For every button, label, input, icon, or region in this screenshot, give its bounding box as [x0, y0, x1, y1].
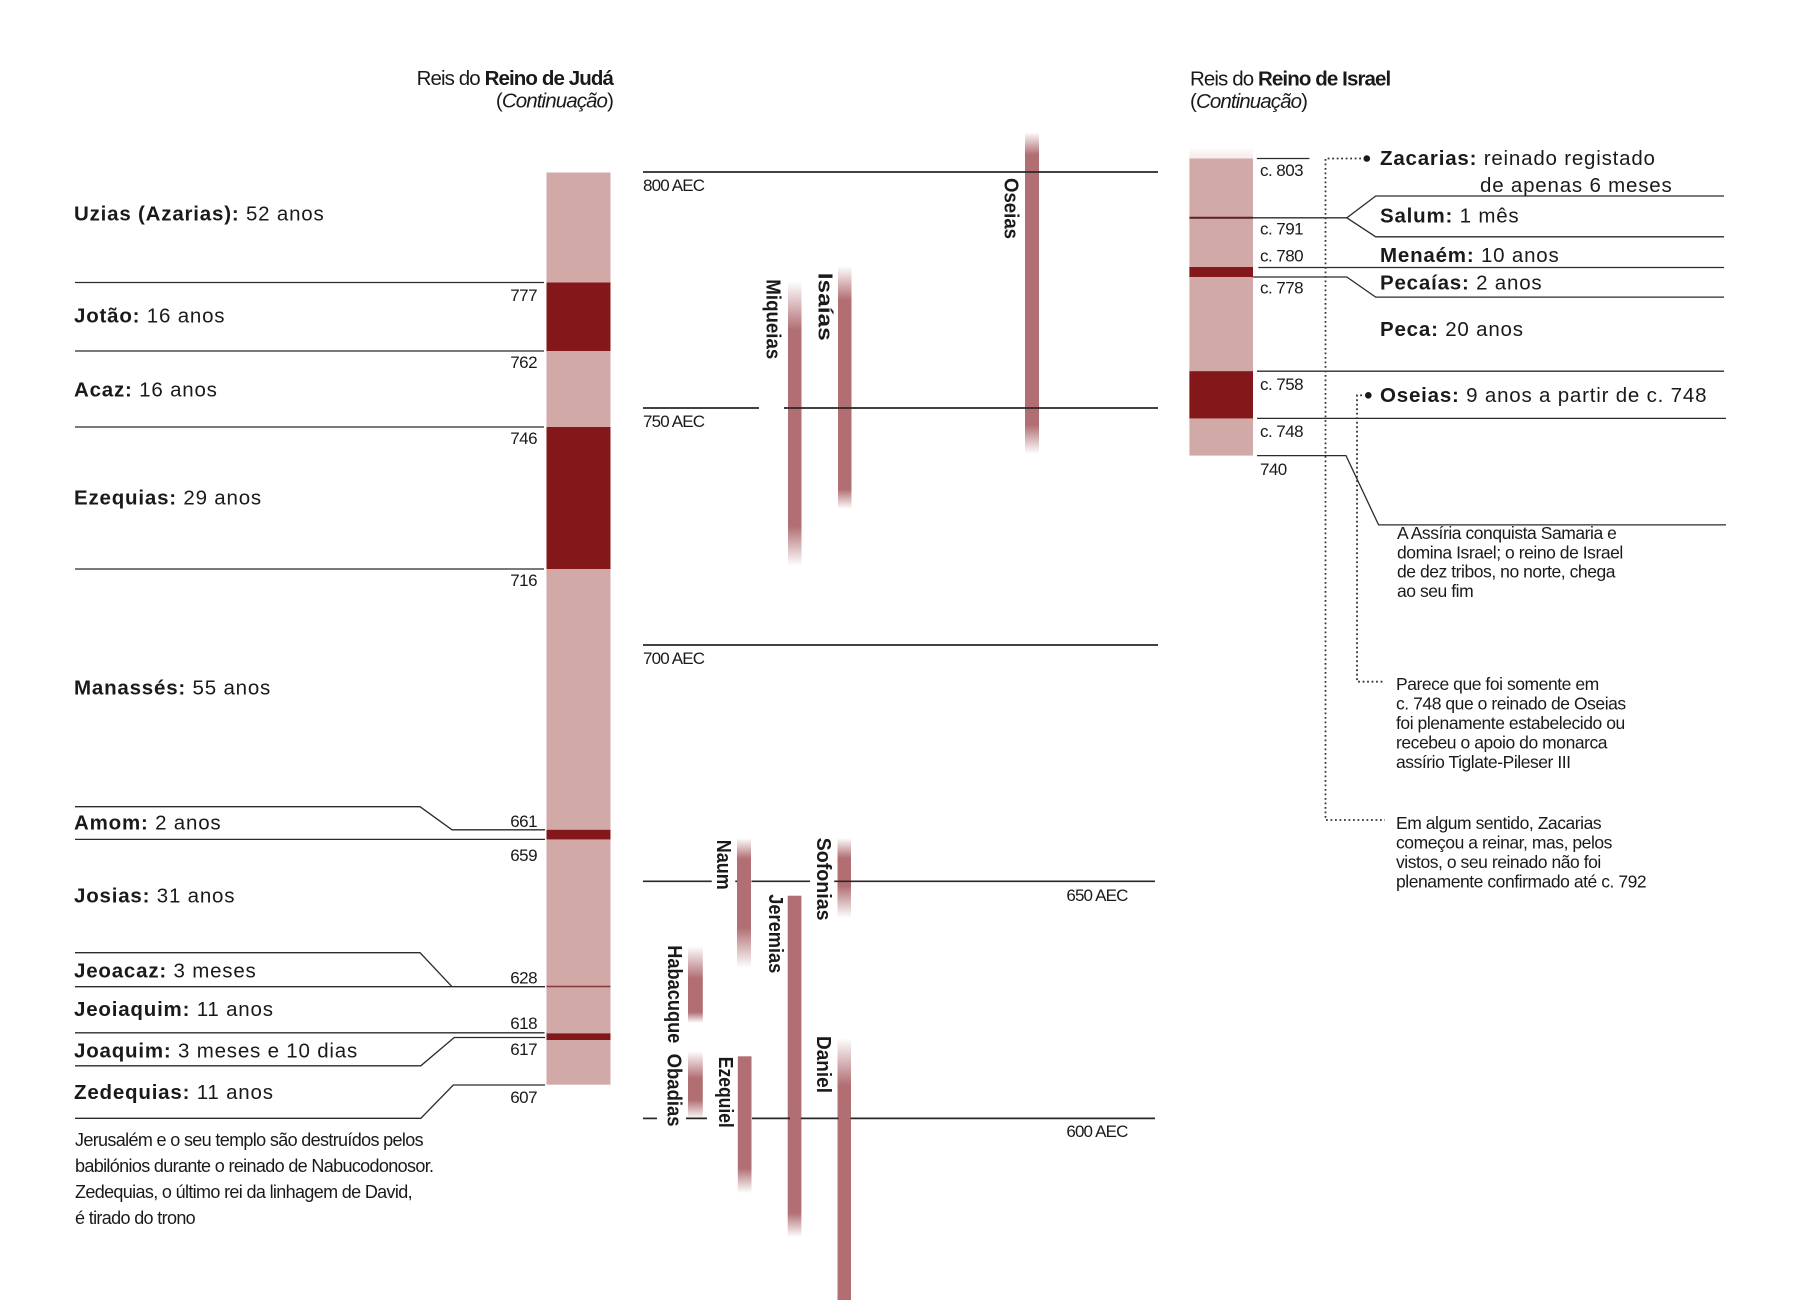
svg-text:Jotão: 16 anos: Jotão: 16 anos: [74, 304, 225, 327]
svg-text:vistos, o seu reinado não foi: vistos, o seu reinado não foi: [1396, 852, 1601, 872]
svg-text:Naum: Naum: [712, 840, 734, 890]
svg-text:Zedequias: 11 anos: Zedequias: 11 anos: [74, 1081, 274, 1104]
svg-text:716: 716: [510, 571, 537, 590]
svg-text:Ezequias: 29 anos: Ezequias: 29 anos: [74, 486, 262, 509]
svg-text:618: 618: [510, 1014, 537, 1033]
svg-text:c. 748 que o reinado de Oseias: c. 748 que o reinado de Oseias: [1396, 694, 1626, 714]
svg-text:661: 661: [510, 812, 537, 831]
svg-text:(Continuação): (Continuação): [1190, 90, 1307, 113]
svg-text:de apenas 6 meses: de apenas 6 meses: [1480, 174, 1673, 197]
svg-text:A Assíria conquista Samaria e: A Assíria conquista Samaria e: [1397, 523, 1616, 543]
svg-text:650 AEC: 650 AEC: [1066, 886, 1128, 905]
svg-text:ao seu fim: ao seu fim: [1397, 581, 1473, 601]
svg-text:Jeoacaz: 3 meses: Jeoacaz: 3 meses: [74, 959, 257, 982]
svg-text:c. 748: c. 748: [1260, 422, 1303, 441]
svg-text:Reis do Reino de Judá: Reis do Reino de Judá: [417, 67, 615, 90]
svg-text:babilónios durante o reinado d: babilónios durante o reinado de Nabucodo…: [75, 1156, 433, 1176]
svg-text:659: 659: [510, 846, 537, 865]
svg-text:800 AEC: 800 AEC: [643, 176, 705, 195]
svg-text:750 AEC: 750 AEC: [643, 412, 705, 431]
svg-text:Peca: 20 anos: Peca: 20 anos: [1380, 318, 1524, 341]
svg-text:c. 803: c. 803: [1260, 161, 1303, 180]
svg-text:de dez tribos, no norte, chega: de dez tribos, no norte, chega: [1397, 562, 1616, 582]
svg-text:Amom: 2 anos: Amom: 2 anos: [74, 811, 221, 834]
svg-text:Sofonias: Sofonias: [812, 838, 834, 921]
svg-text:Jeoiaquim: 11 anos: Jeoiaquim: 11 anos: [74, 998, 274, 1021]
svg-text:Habacuque: Habacuque: [663, 945, 685, 1043]
svg-text:Oseias: 9 anos a partir de c.: Oseias: 9 anos a partir de c. 748: [1380, 384, 1707, 407]
svg-text:Josias: 31 anos: Josias: 31 anos: [74, 884, 235, 907]
svg-text:Jeremias: Jeremias: [764, 894, 786, 973]
svg-text:é tirado do trono: é tirado do trono: [75, 1208, 196, 1228]
svg-text:628: 628: [510, 969, 537, 988]
svg-text:Oseias: Oseias: [1000, 178, 1022, 239]
svg-text:Isaías: Isaías: [814, 273, 836, 341]
svg-text:Zedequias, o último rei da lin: Zedequias, o último rei da linhagem de D…: [75, 1182, 412, 1202]
svg-text:Miqueias: Miqueias: [762, 279, 784, 359]
svg-text:600 AEC: 600 AEC: [1066, 1122, 1128, 1141]
svg-text:domina Israel; o reino de Isra: domina Israel; o reino de Israel: [1397, 542, 1623, 562]
svg-text:(Continuação): (Continuação): [496, 90, 613, 113]
svg-text:746: 746: [510, 429, 537, 448]
svg-text:Zacarias: reinado registado: Zacarias: reinado registado: [1380, 147, 1656, 170]
svg-text:Reis do Reino de Israel: Reis do Reino de Israel: [1190, 68, 1391, 91]
svg-text:607: 607: [510, 1088, 537, 1107]
svg-text:762: 762: [510, 353, 537, 372]
svg-text:740: 740: [1260, 460, 1287, 479]
svg-text:Jerusalém e o seu templo são d: Jerusalém e o seu templo são destruídos …: [75, 1130, 424, 1150]
svg-text:Em algum sentido, Zacarias: Em algum sentido, Zacarias: [1396, 813, 1602, 833]
svg-text:Salum: 1 mês: Salum: 1 mês: [1380, 205, 1519, 228]
svg-text:Obadias: Obadias: [663, 1054, 685, 1127]
svg-text:Pecaías: 2 anos: Pecaías: 2 anos: [1380, 272, 1542, 295]
svg-text:começou a reinar, mas, pelos: começou a reinar, mas, pelos: [1396, 833, 1613, 853]
svg-text:Daniel: Daniel: [812, 1036, 834, 1093]
svg-text:Parece que foi somente em: Parece que foi somente em: [1396, 674, 1599, 694]
svg-text:777: 777: [510, 286, 537, 305]
svg-text:foi plenamente estabelecido ou: foi plenamente estabelecido ou: [1396, 713, 1625, 733]
svg-text:plenamente confirmado até c. 7: plenamente confirmado até c. 792: [1396, 872, 1646, 892]
svg-text:Joaquim: 3 meses e 10 dias: Joaquim: 3 meses e 10 dias: [74, 1039, 358, 1062]
svg-text:Menaém: 10 anos: Menaém: 10 anos: [1380, 244, 1560, 267]
svg-text:617: 617: [510, 1040, 537, 1059]
svg-text:c. 791: c. 791: [1260, 220, 1303, 239]
svg-text:Ezequiel: Ezequiel: [714, 1057, 736, 1128]
svg-text:c. 780: c. 780: [1260, 247, 1303, 266]
svg-text:recebeu o apoio do monarca: recebeu o apoio do monarca: [1396, 733, 1608, 753]
svg-text:Acaz: 16 anos: Acaz: 16 anos: [74, 378, 218, 401]
svg-text:Manassés: 55 anos: Manassés: 55 anos: [74, 676, 271, 699]
svg-text:assírio Tiglate-Pileser III: assírio Tiglate-Pileser III: [1396, 752, 1571, 772]
svg-text:700 AEC: 700 AEC: [643, 649, 705, 668]
svg-text:c. 778: c. 778: [1260, 279, 1303, 298]
svg-text:c. 758: c. 758: [1260, 375, 1303, 394]
svg-text:Uzias (Azarias): 52 anos: Uzias (Azarias): 52 anos: [74, 202, 325, 225]
